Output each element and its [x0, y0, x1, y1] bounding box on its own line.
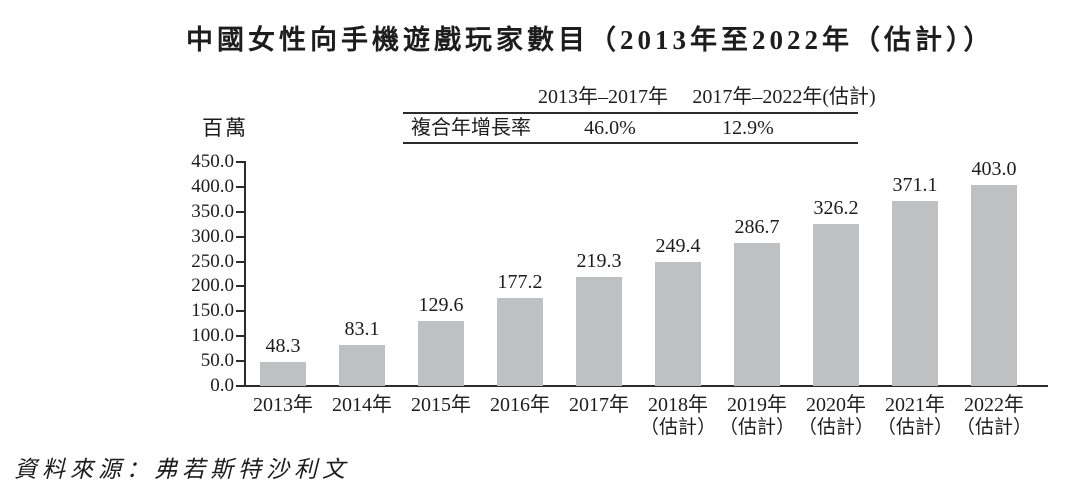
chart-title: 中國女性向手機遊戲玩家數目（2013年至2022年（估計））: [186, 25, 995, 55]
y-tick-label: 0.0: [210, 375, 234, 396]
y-tick-mark: [236, 260, 245, 263]
cagr-table-top-rule: [403, 112, 858, 114]
x-axis-label: 2019年: [727, 394, 787, 416]
y-tick-label: 450.0: [191, 151, 234, 172]
bar-value-label: 83.1: [344, 318, 380, 340]
bar-value-label: 129.6: [418, 294, 464, 316]
y-tick-label: 50.0: [200, 350, 234, 372]
y-tick-label: 250.0: [191, 250, 234, 272]
bar-2014年: [339, 345, 385, 386]
cagr-table: 2013年–2017年 2017年–2022年(估計) 複合年增長率 46.0%…: [403, 84, 876, 144]
bar-value-label: 48.3: [265, 335, 301, 357]
cagr-table-bottom-rule: [403, 142, 858, 144]
x-axis-label-note: （估計）: [639, 417, 716, 438]
bar-value-label: 371.1: [892, 174, 938, 196]
bar-2021年: [892, 201, 938, 386]
x-axis-label: 2017年: [569, 394, 629, 416]
y-tick-mark: [236, 210, 245, 213]
bar-2018年: [655, 262, 701, 386]
y-axis-line: [244, 161, 246, 387]
x-axis-label-note: （估計）: [797, 417, 874, 438]
bar-2022年: [971, 185, 1017, 386]
bar-value-label: 286.7: [734, 216, 780, 238]
bar-value-label: 326.2: [813, 197, 859, 219]
y-tick-mark: [236, 335, 245, 338]
bar-2017年: [576, 277, 622, 386]
y-tick-mark: [236, 185, 245, 188]
bar-value-label: 177.2: [497, 271, 543, 293]
y-tick-mark: [236, 310, 245, 313]
y-tick-label: 100.0: [191, 325, 234, 347]
cagr-period-1: 2013年–2017年: [538, 86, 668, 108]
y-tick-mark: [236, 161, 245, 163]
x-axis-label: 2018年: [648, 394, 708, 416]
bar-2020年: [813, 224, 859, 386]
y-axis-unit-label: 百萬: [202, 116, 248, 140]
y-tick-mark: [236, 360, 245, 363]
bar-value-label: 403.0: [971, 158, 1017, 180]
cagr-period-2: 2017年–2022年(估計): [692, 86, 876, 108]
bar-value-label: 249.4: [655, 235, 701, 257]
x-axis-label: 2014年: [332, 394, 392, 416]
cagr-row-label: 複合年增長率: [411, 117, 531, 139]
cagr-value-2: 12.9%: [722, 117, 774, 139]
x-axis-label: 2015年: [411, 394, 471, 416]
y-tick-mark: [236, 235, 245, 238]
y-tick-label: 150.0: [191, 300, 234, 322]
y-tick-label: 200.0: [191, 275, 234, 297]
y-tick-label: 350.0: [191, 200, 234, 222]
bar-value-label: 219.3: [576, 250, 622, 272]
bar-2015年: [418, 321, 464, 386]
x-axis-label-note: （估計）: [876, 417, 953, 438]
x-axis-label-note: （估計）: [955, 417, 1032, 438]
source-note: 資料來源：弗若斯特沙利文: [14, 457, 350, 482]
x-axis-label: 2022年: [964, 394, 1024, 416]
x-axis-label: 2020年: [806, 394, 866, 416]
bar-2016年: [497, 298, 543, 386]
x-axis-label: 2021年: [885, 394, 945, 416]
x-axis-label: 2013年: [253, 394, 313, 416]
x-axis-label: 2016年: [490, 394, 550, 416]
y-tick-mark: [236, 385, 245, 387]
x-axis-label-note: （估計）: [718, 417, 795, 438]
bar-2019年: [734, 243, 780, 386]
cagr-value-1: 46.0%: [584, 117, 636, 139]
y-tick-mark: [236, 285, 245, 288]
bar-2013年: [260, 362, 306, 386]
y-tick-label: 300.0: [191, 225, 234, 247]
y-tick-label: 400.0: [191, 175, 234, 197]
x-axis-line: [244, 385, 1048, 387]
